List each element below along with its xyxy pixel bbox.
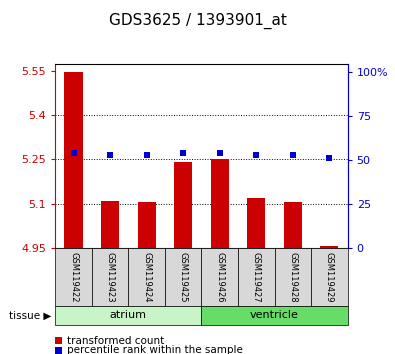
Text: GSM119428: GSM119428 [288,252,297,302]
Text: tissue ▶: tissue ▶ [9,310,51,320]
Text: GSM119424: GSM119424 [142,252,151,302]
Bar [284,202,302,248]
Text: GDS3625 / 1393901_at: GDS3625 / 1393901_at [109,12,286,29]
Text: GSM119423: GSM119423 [105,252,115,302]
Bar [137,202,156,248]
Text: GSM119429: GSM119429 [325,252,334,302]
Text: GSM119425: GSM119425 [179,252,188,302]
Text: GSM119427: GSM119427 [252,252,261,302]
Bar [247,198,265,248]
Bar [211,159,229,248]
Text: GSM119426: GSM119426 [215,252,224,302]
Bar [174,162,192,248]
Text: percentile rank within the sample: percentile rank within the sample [67,345,243,354]
Text: ventricle: ventricle [250,310,299,320]
Bar [320,246,339,248]
Text: transformed count: transformed count [67,336,164,346]
Bar [64,72,83,248]
Bar [101,201,119,248]
Text: atrium: atrium [110,310,147,320]
Text: GSM119422: GSM119422 [69,252,78,302]
